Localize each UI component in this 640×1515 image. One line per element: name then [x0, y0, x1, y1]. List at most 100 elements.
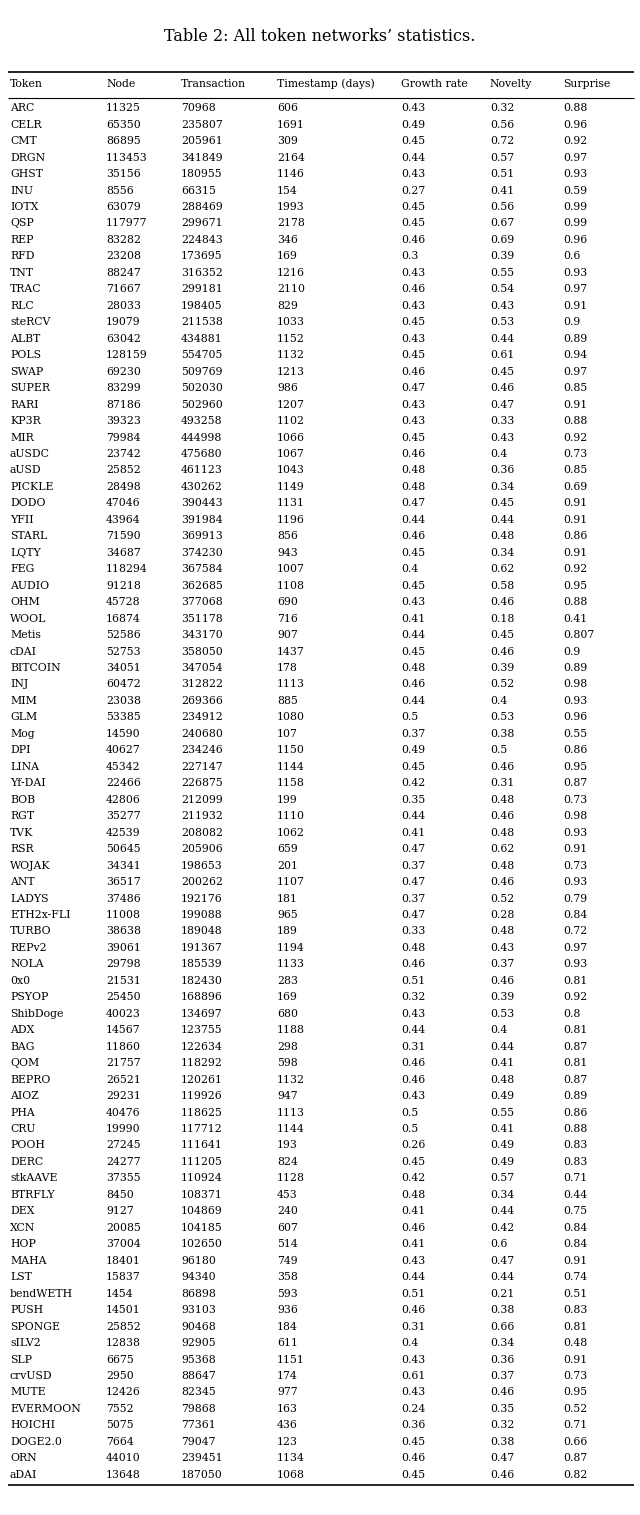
Text: 239451: 239451 — [181, 1453, 223, 1463]
Text: 0.41: 0.41 — [490, 1124, 514, 1135]
Text: 0.87: 0.87 — [563, 779, 588, 788]
Text: 1068: 1068 — [277, 1470, 305, 1480]
Text: 0x0: 0x0 — [10, 976, 30, 986]
Text: 1149: 1149 — [277, 482, 305, 492]
Text: 13648: 13648 — [106, 1470, 141, 1480]
Text: Token: Token — [10, 79, 43, 89]
Text: 118294: 118294 — [106, 564, 148, 574]
Text: 0.55: 0.55 — [490, 268, 514, 277]
Text: 0.48: 0.48 — [401, 1189, 425, 1200]
Text: 0.46: 0.46 — [490, 976, 514, 986]
Text: 965: 965 — [277, 911, 298, 920]
Text: 1132: 1132 — [277, 350, 305, 361]
Text: GHST: GHST — [10, 170, 43, 179]
Text: 0.72: 0.72 — [563, 927, 588, 936]
Text: XCN: XCN — [10, 1223, 35, 1233]
Text: 0.41: 0.41 — [490, 1057, 514, 1068]
Text: 0.98: 0.98 — [563, 811, 588, 821]
Text: DEX: DEX — [10, 1206, 35, 1217]
Text: 82345: 82345 — [181, 1388, 216, 1397]
Text: 0.49: 0.49 — [401, 120, 425, 130]
Text: 0.33: 0.33 — [401, 927, 425, 936]
Text: 299181: 299181 — [181, 285, 223, 294]
Text: 117977: 117977 — [106, 218, 147, 229]
Text: 1213: 1213 — [277, 367, 305, 377]
Text: 23038: 23038 — [106, 695, 141, 706]
Text: 185539: 185539 — [181, 959, 223, 970]
Text: TNT: TNT — [10, 268, 34, 277]
Text: 79047: 79047 — [181, 1436, 216, 1447]
Text: 554705: 554705 — [181, 350, 223, 361]
Text: 0.35: 0.35 — [490, 1404, 514, 1413]
Text: TVK: TVK — [10, 827, 33, 838]
Text: 824: 824 — [277, 1157, 298, 1167]
Text: 0.99: 0.99 — [563, 218, 587, 229]
Text: REPv2: REPv2 — [10, 942, 47, 953]
Text: 198405: 198405 — [181, 301, 223, 311]
Text: 0.46: 0.46 — [401, 1223, 425, 1233]
Text: 0.3: 0.3 — [401, 251, 419, 262]
Text: TURBO: TURBO — [10, 927, 52, 936]
Text: 77361: 77361 — [181, 1421, 216, 1430]
Text: 598: 598 — [277, 1057, 298, 1068]
Text: 0.32: 0.32 — [401, 992, 425, 1003]
Text: 0.46: 0.46 — [401, 1057, 425, 1068]
Text: 0.47: 0.47 — [401, 844, 425, 854]
Text: 0.32: 0.32 — [490, 103, 515, 114]
Text: Metis: Metis — [10, 630, 41, 641]
Text: POOH: POOH — [10, 1141, 45, 1150]
Text: 182430: 182430 — [181, 976, 223, 986]
Text: 0.43: 0.43 — [401, 1091, 425, 1101]
Text: POLS: POLS — [10, 350, 41, 361]
Text: 346: 346 — [277, 235, 298, 245]
Text: 0.37: 0.37 — [401, 729, 425, 739]
Text: 943: 943 — [277, 548, 298, 558]
Text: 27245: 27245 — [106, 1141, 141, 1150]
Text: 0.75: 0.75 — [563, 1206, 587, 1217]
Text: 22466: 22466 — [106, 779, 141, 788]
Text: DPI: DPI — [10, 745, 31, 756]
Text: 0.41: 0.41 — [490, 185, 514, 195]
Text: 0.4: 0.4 — [490, 448, 507, 459]
Text: 0.45: 0.45 — [490, 367, 514, 377]
Text: 63042: 63042 — [106, 333, 141, 344]
Text: 0.39: 0.39 — [490, 251, 514, 262]
Text: 0.49: 0.49 — [490, 1091, 514, 1101]
Text: 0.46: 0.46 — [401, 680, 425, 689]
Text: 0.39: 0.39 — [490, 664, 514, 673]
Text: 0.86: 0.86 — [563, 1107, 588, 1118]
Text: 0.45: 0.45 — [401, 201, 425, 212]
Text: 0.73: 0.73 — [563, 795, 588, 804]
Text: 0.31: 0.31 — [401, 1321, 425, 1332]
Text: 92905: 92905 — [181, 1338, 216, 1348]
Text: 0.88: 0.88 — [563, 103, 588, 114]
Text: 0.45: 0.45 — [401, 762, 425, 771]
Text: 24277: 24277 — [106, 1157, 141, 1167]
Text: 40476: 40476 — [106, 1107, 141, 1118]
Text: DOGE2.0: DOGE2.0 — [10, 1436, 62, 1447]
Text: 0.94: 0.94 — [563, 350, 587, 361]
Text: 0.46: 0.46 — [401, 1074, 425, 1085]
Text: 0.82: 0.82 — [563, 1470, 588, 1480]
Text: 0.45: 0.45 — [401, 317, 425, 327]
Text: 0.44: 0.44 — [490, 515, 514, 524]
Text: 0.48: 0.48 — [490, 1074, 514, 1085]
Text: SLP: SLP — [10, 1354, 32, 1365]
Text: 607: 607 — [277, 1223, 298, 1233]
Text: MAHA: MAHA — [10, 1256, 47, 1265]
Text: 0.43: 0.43 — [401, 597, 425, 608]
Text: 1134: 1134 — [277, 1453, 305, 1463]
Text: PHA: PHA — [10, 1107, 35, 1118]
Text: 493258: 493258 — [181, 417, 223, 426]
Text: 26521: 26521 — [106, 1074, 141, 1085]
Text: 0.44: 0.44 — [401, 630, 425, 641]
Text: 240: 240 — [277, 1206, 298, 1217]
Text: 0.96: 0.96 — [563, 235, 588, 245]
Text: 107: 107 — [277, 729, 298, 739]
Text: 299671: 299671 — [181, 218, 223, 229]
Text: 0.79: 0.79 — [563, 894, 587, 903]
Text: LADYS: LADYS — [10, 894, 49, 903]
Text: 63079: 63079 — [106, 201, 141, 212]
Text: Mog: Mog — [10, 729, 35, 739]
Text: 0.37: 0.37 — [490, 959, 514, 970]
